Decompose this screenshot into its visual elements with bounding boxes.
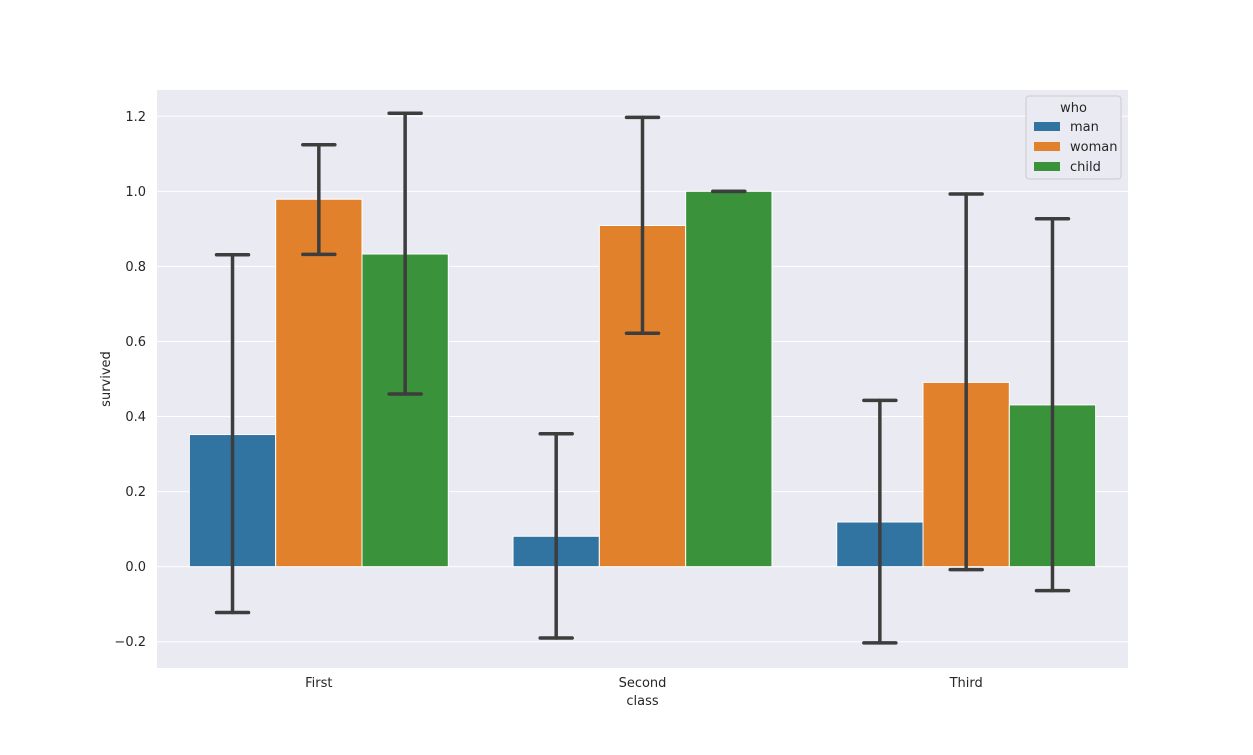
error-bar-child-third	[1034, 216, 1071, 593]
y-axis-label: survived	[99, 351, 114, 407]
legend-swatch	[1034, 122, 1060, 131]
y-tick-label: 1.0	[125, 185, 146, 200]
legend-label: child	[1070, 160, 1101, 175]
error-bar-man-first	[214, 253, 251, 615]
error-bar-woman-second	[624, 115, 661, 335]
y-tick-label: 0.0	[125, 560, 146, 575]
legend-item-man: man	[1034, 120, 1099, 135]
legend-swatch	[1034, 142, 1060, 151]
y-tick-label: 1.2	[125, 110, 146, 125]
y-tick-label: −0.2	[114, 635, 146, 650]
legend-swatch	[1034, 162, 1060, 171]
x-tick-label: First	[305, 676, 332, 691]
error-bar-woman-third	[948, 192, 984, 572]
error-bar-woman-first	[301, 143, 337, 257]
y-tick-label: 0.4	[125, 410, 146, 425]
legend-item-child: child	[1034, 160, 1101, 175]
y-tick-label: 0.8	[125, 260, 146, 275]
error-bar-child-first	[387, 111, 423, 396]
x-tick-label: Second	[619, 676, 667, 691]
legend-box	[1025, 95, 1122, 180]
bar-child-second	[685, 190, 773, 568]
y-tick-label: 0.6	[125, 335, 146, 350]
error-bars	[214, 111, 1071, 645]
x-tick-label: Third	[949, 676, 983, 691]
legend-title: who	[1060, 101, 1087, 116]
x-axis-label: class	[626, 694, 658, 709]
legend: who man woman child	[1025, 95, 1122, 180]
legend-item-woman: woman	[1034, 140, 1117, 155]
error-bar-man-third	[862, 398, 898, 645]
y-axis-ticks: −0.2 0.0 0.2 0.4 0.6 0.8 1.0 1.2	[114, 110, 146, 650]
x-axis-ticks: First Second Third	[305, 676, 983, 691]
legend-label: man	[1070, 120, 1099, 135]
legend-items: man woman child	[1034, 120, 1117, 175]
error-bar-man-second	[538, 432, 574, 640]
bar-woman-first	[275, 198, 363, 568]
legend-label: woman	[1070, 140, 1117, 155]
y-tick-label: 0.2	[125, 485, 146, 500]
